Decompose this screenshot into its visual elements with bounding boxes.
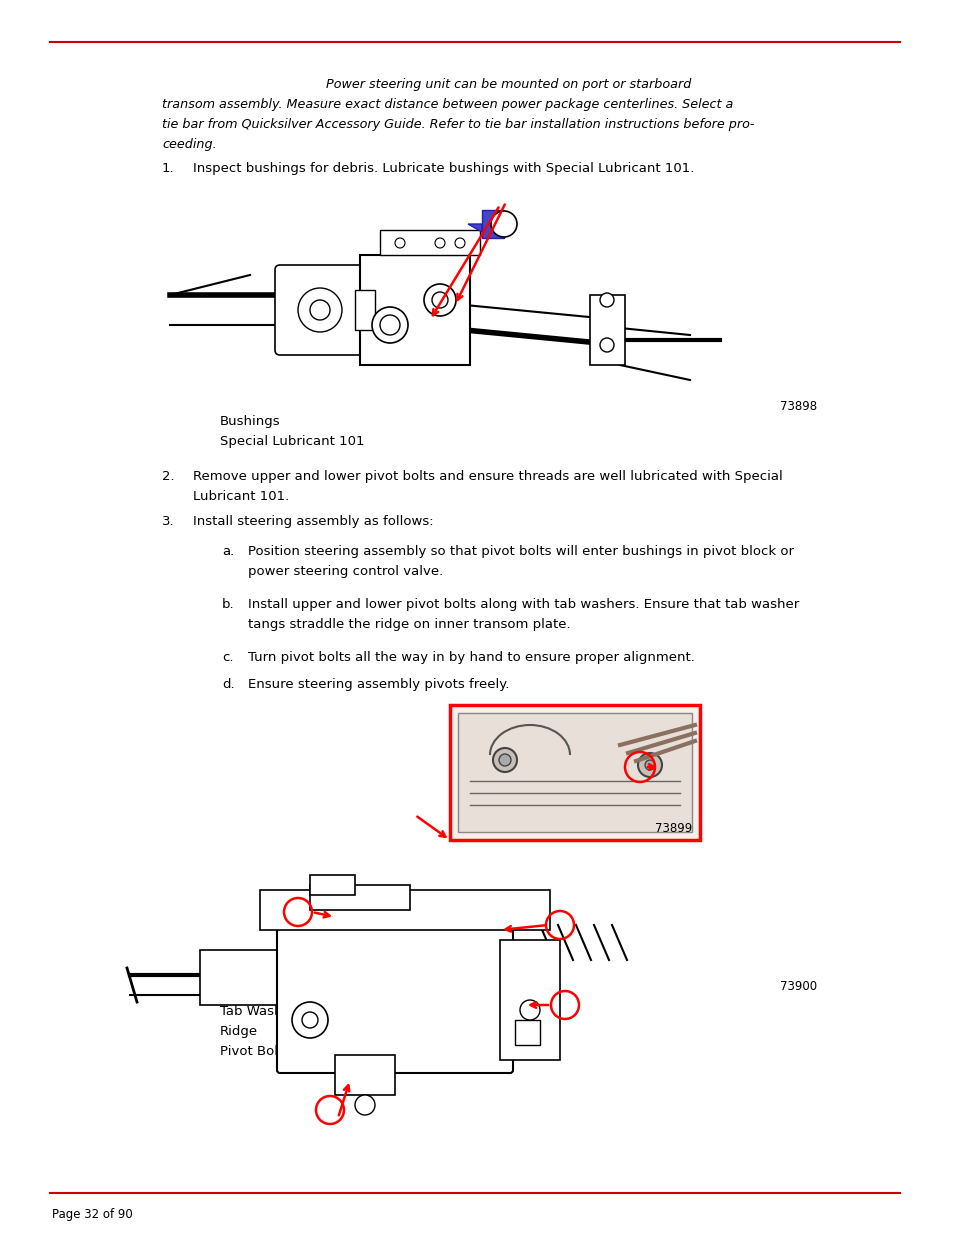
Circle shape	[519, 1000, 539, 1020]
Circle shape	[491, 211, 517, 237]
Text: Power steering unit can be mounted on port or starboard: Power steering unit can be mounted on po…	[162, 78, 691, 91]
Text: 73900: 73900	[780, 981, 817, 993]
Bar	[310, 885, 410, 910]
Circle shape	[395, 238, 405, 248]
Circle shape	[432, 291, 448, 308]
Polygon shape	[468, 224, 481, 232]
Bar	[457, 713, 691, 832]
Circle shape	[638, 753, 661, 777]
Circle shape	[302, 1011, 317, 1028]
Circle shape	[292, 1002, 328, 1037]
Text: Position steering assembly so that pivot bolts will enter bushings in pivot bloc: Position steering assembly so that pivot…	[248, 545, 793, 558]
Text: Turn pivot bolts all the way in by hand to ensure proper alignment.: Turn pivot bolts all the way in by hand …	[248, 651, 694, 664]
Text: Page 32 of 90: Page 32 of 90	[52, 1209, 132, 1221]
Circle shape	[423, 284, 456, 316]
Text: transom assembly. Measure exact distance between power package centerlines. Sele: transom assembly. Measure exact distance…	[162, 98, 733, 111]
Text: power steering control valve.: power steering control valve.	[248, 564, 443, 578]
Text: c.: c.	[222, 651, 233, 664]
Circle shape	[355, 1095, 375, 1115]
Bar	[355, 290, 375, 330]
Circle shape	[372, 308, 408, 343]
Text: 2.: 2.	[162, 471, 174, 483]
Text: d.: d.	[222, 678, 234, 692]
Circle shape	[455, 238, 464, 248]
Bar	[515, 1020, 539, 1045]
Text: tie bar from Quicksilver Accessory Guide. Refer to tie bar installation instruct: tie bar from Quicksilver Accessory Guide…	[162, 119, 754, 131]
Text: Bushings: Bushings	[220, 415, 280, 429]
Text: Lubricant 101.: Lubricant 101.	[193, 490, 289, 503]
Bar	[260, 890, 550, 930]
Bar	[200, 950, 294, 1005]
Circle shape	[493, 748, 517, 772]
Text: 1.: 1.	[162, 162, 174, 175]
Circle shape	[310, 300, 330, 320]
Circle shape	[599, 293, 614, 308]
Text: a.: a.	[222, 545, 234, 558]
Bar	[379, 230, 479, 254]
Bar	[589, 295, 624, 366]
Circle shape	[379, 315, 399, 335]
Text: Ensure steering assembly pivots freely.: Ensure steering assembly pivots freely.	[248, 678, 509, 692]
Text: Ridge: Ridge	[220, 1025, 258, 1037]
Text: tangs straddle the ridge on inner transom plate.: tangs straddle the ridge on inner transo…	[248, 618, 570, 631]
Text: 3.: 3.	[162, 515, 174, 529]
Bar	[450, 705, 700, 840]
Text: Pivot Bolts: Pivot Bolts	[220, 1045, 290, 1058]
Text: 73899: 73899	[654, 823, 691, 835]
Text: Special Lubricant 101: Special Lubricant 101	[220, 435, 364, 448]
FancyBboxPatch shape	[274, 266, 365, 354]
Circle shape	[599, 338, 614, 352]
Bar	[499, 940, 559, 1060]
Text: 73898: 73898	[780, 400, 817, 412]
Text: Remove upper and lower pivot bolts and ensure threads are well lubricated with S: Remove upper and lower pivot bolts and e…	[193, 471, 781, 483]
Text: Tab Washers: Tab Washers	[220, 1005, 303, 1018]
Text: Install steering assembly as follows:: Install steering assembly as follows:	[193, 515, 434, 529]
Circle shape	[297, 288, 341, 332]
FancyBboxPatch shape	[276, 897, 513, 1073]
Circle shape	[644, 760, 655, 769]
Text: Install upper and lower pivot bolts along with tab washers. Ensure that tab wash: Install upper and lower pivot bolts alon…	[248, 598, 799, 611]
Bar	[481, 210, 503, 238]
Bar	[359, 254, 470, 366]
Circle shape	[435, 238, 444, 248]
Text: ceeding.: ceeding.	[162, 138, 216, 151]
Text: b.: b.	[222, 598, 234, 611]
Bar	[310, 876, 355, 895]
Circle shape	[498, 755, 511, 766]
Text: Inspect bushings for debris. Lubricate bushings with Special Lubricant 101.: Inspect bushings for debris. Lubricate b…	[193, 162, 694, 175]
Bar	[335, 1055, 395, 1095]
